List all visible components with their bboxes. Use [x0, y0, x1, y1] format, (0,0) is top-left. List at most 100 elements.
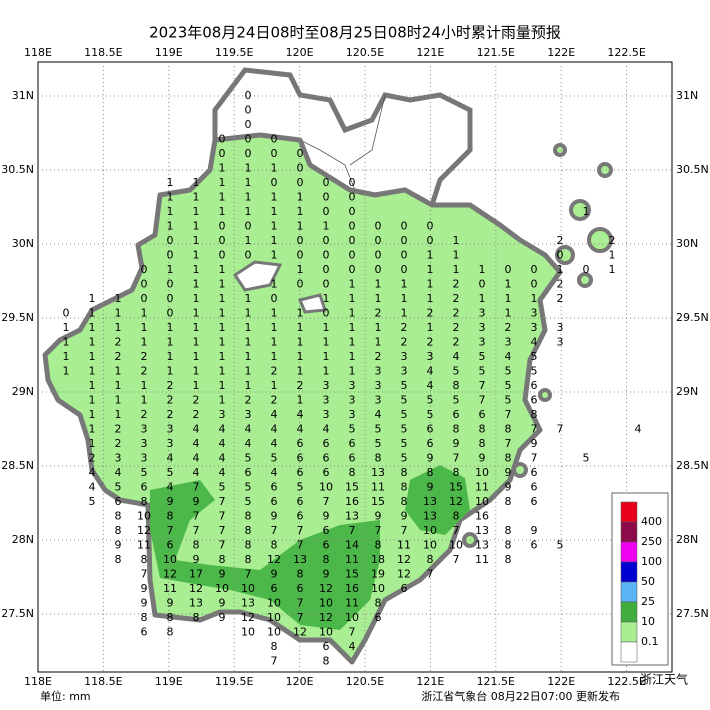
rain-value: 11: [371, 481, 385, 494]
legend-swatch: [620, 501, 638, 523]
rain-value: 0: [479, 278, 486, 291]
rain-value: 13: [423, 495, 437, 508]
rain-value: 13: [345, 510, 359, 523]
rain-value: 8: [401, 466, 408, 479]
rain-value: 1: [271, 234, 278, 247]
rain-value: 5: [89, 495, 96, 508]
rain-value: 6: [271, 582, 278, 595]
lon-label: 121.5E: [477, 46, 515, 59]
rain-value: 5: [505, 365, 512, 378]
rain-value: 2: [453, 292, 460, 305]
rain-value: 5: [167, 466, 174, 479]
rain-value: 1: [271, 205, 278, 218]
rain-value: 3: [479, 336, 486, 349]
rain-value: 10: [423, 539, 437, 552]
rain-value: 1: [609, 249, 616, 262]
rain-value: 15: [345, 481, 359, 494]
rain-value: 5: [219, 481, 226, 494]
rain-value: 1: [115, 365, 122, 378]
rain-value: 0: [271, 147, 278, 160]
rain-value: 9: [427, 481, 434, 494]
rain-value: 2: [427, 336, 434, 349]
rain-value: 0: [349, 249, 356, 262]
rain-value: 7: [453, 553, 460, 566]
rain-value: 0: [271, 176, 278, 189]
rain-value: 1: [193, 220, 200, 233]
rain-value: 6: [427, 423, 434, 436]
rain-value: 1: [323, 292, 330, 305]
rain-value: 0: [349, 176, 356, 189]
rain-value: 1: [141, 379, 148, 392]
rain-value: 1: [427, 249, 434, 262]
rain-value: 9: [401, 510, 408, 523]
rain-value: 1: [271, 162, 278, 175]
rain-value: 0: [505, 263, 512, 276]
rain-value: 8: [453, 466, 460, 479]
rain-value: 0: [401, 263, 408, 276]
rain-value: 12: [137, 524, 151, 537]
rain-value: 14: [345, 539, 359, 552]
rain-value: 1: [245, 379, 252, 392]
rain-value: 5: [479, 350, 486, 363]
rain-value: 7: [479, 394, 486, 407]
rain-value: 4: [271, 408, 278, 421]
rain-value: 7: [453, 524, 460, 537]
lat-label: 27.5N: [1, 607, 34, 620]
rain-value: 3: [167, 423, 174, 436]
rain-value: 8: [271, 640, 278, 653]
rain-value: 5: [297, 481, 304, 494]
lat-label: 28N: [12, 533, 34, 546]
lon-label: 118E: [24, 46, 52, 59]
rain-value: 1: [219, 292, 226, 305]
rain-value: 1: [89, 437, 96, 450]
rain-value: 0: [323, 234, 330, 247]
rain-value: 1: [167, 263, 174, 276]
rain-value: 0: [245, 220, 252, 233]
rain-value: 0: [167, 292, 174, 305]
rain-value: 1: [271, 220, 278, 233]
legend-swatch: [620, 541, 638, 563]
rain-value: 9: [323, 510, 330, 523]
rain-value: 1: [297, 307, 304, 320]
rain-value: 9: [271, 510, 278, 523]
rain-value: 10: [241, 626, 255, 639]
lon-label: 122.5E: [607, 675, 645, 688]
rain-value: 12: [319, 582, 333, 595]
rain-value: 1: [453, 249, 460, 262]
rain-value: 8: [375, 597, 382, 610]
rain-value: 10: [137, 510, 151, 523]
rain-value: 6: [375, 611, 382, 624]
rain-value: 1: [167, 350, 174, 363]
rain-value: 5: [375, 437, 382, 450]
rain-value: 7: [141, 568, 148, 581]
rain-value: 0: [323, 176, 330, 189]
rain-value: 15: [449, 481, 463, 494]
rain-value: 8: [141, 553, 148, 566]
rain-value: 17: [189, 568, 203, 581]
rain-value: 1: [609, 263, 616, 276]
province-border: [299, 94, 386, 191]
rain-value: 1: [115, 379, 122, 392]
rain-value: 1: [323, 336, 330, 349]
rain-value: 3: [531, 321, 538, 334]
rain-value: 0: [323, 278, 330, 291]
lon-label: 120.5E: [346, 46, 384, 59]
rain-value: 1: [401, 307, 408, 320]
rain-value: 8: [115, 553, 122, 566]
rain-value: 7: [453, 452, 460, 465]
legend-label: 250: [641, 535, 662, 548]
lon-label: 122.5E: [607, 46, 645, 59]
rain-value: 7: [245, 568, 252, 581]
rain-value: 0: [167, 307, 174, 320]
rain-value: 6: [271, 481, 278, 494]
rain-value: 2: [115, 437, 122, 450]
rain-value: 13: [241, 597, 255, 610]
rain-value: 0: [219, 133, 226, 146]
rain-value: 0: [219, 147, 226, 160]
rain-value: 2: [375, 350, 382, 363]
rain-value: 11: [345, 597, 359, 610]
rain-value: 8: [401, 495, 408, 508]
rain-value: 4: [219, 466, 226, 479]
rain-value: 8: [167, 626, 174, 639]
rain-value: 1: [245, 234, 252, 247]
